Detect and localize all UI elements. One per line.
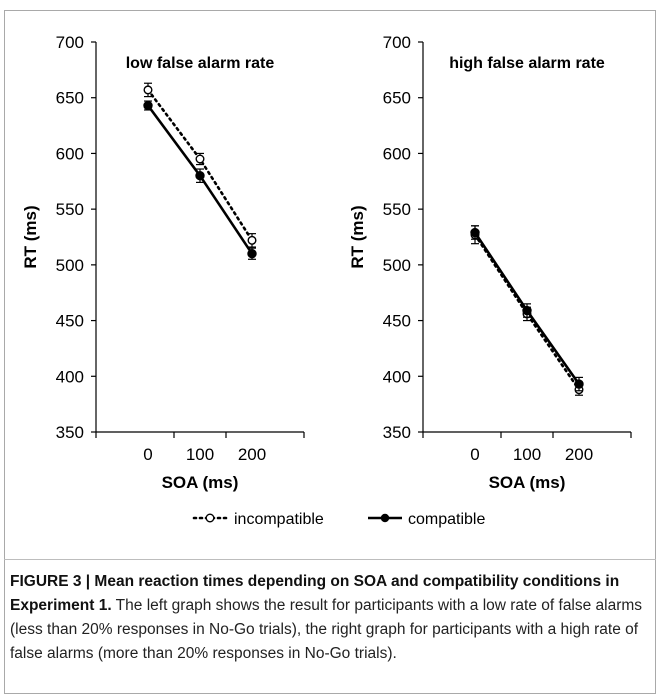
panel-2-y-tick-label: 500 xyxy=(383,256,411,275)
panel-2-compatible-point xyxy=(574,379,584,389)
panel-2-y-tick-label: 450 xyxy=(383,312,411,331)
panel-1-compatible-point xyxy=(195,171,205,181)
figure-caption: FIGURE 3 | Mean reaction times depending… xyxy=(10,570,650,666)
figure-panel xyxy=(4,10,656,694)
panel-2-y-tick-label: 400 xyxy=(383,367,411,386)
panel-2-y-tick-label: 700 xyxy=(383,33,411,52)
chart-figure: 350 400 450 500 550 600 650 700 0 100 200 SOA (ms) R… xyxy=(21,33,632,528)
panel-1-y-tick-label: 400 xyxy=(56,367,84,386)
panel-1-y-axis-title: RT (ms) xyxy=(21,205,40,268)
panel-2-y-tick-label: 600 xyxy=(383,144,411,163)
panel-1-y-tick-label: 450 xyxy=(56,312,84,331)
panel-1-incompatible-point xyxy=(247,235,257,245)
legend-incompatible-label: incompatible xyxy=(234,511,324,528)
panel-1-y-tick-label: 550 xyxy=(56,200,84,219)
panel-2-title: high false alarm rate xyxy=(449,55,605,72)
panel-1-x-tick-label: 100 xyxy=(186,445,214,464)
panel-1-y-tick-label: 600 xyxy=(56,144,84,163)
legend-compatible-label: compatible xyxy=(408,511,485,528)
panel-2-y-tick-label: 350 xyxy=(383,423,411,442)
panel-2-y-axis-title: RT (ms) xyxy=(348,205,367,268)
caption-title: FIGURE 3 | Mean reaction times depending… xyxy=(10,573,620,614)
panel-1-y-tick-label: 500 xyxy=(56,256,84,275)
panel-2-compatible-point xyxy=(470,227,480,238)
caption-text: The left graph shows the result for part… xyxy=(10,597,643,662)
panel-1-x-tick-label: 200 xyxy=(238,445,266,464)
panel-1-title: low false alarm rate xyxy=(126,55,275,72)
panel-2-incompatible-line xyxy=(473,233,581,391)
legend-compatible-marker xyxy=(380,513,390,523)
panel-2-x-tick-label: 0 xyxy=(470,445,479,464)
panel-1-y-tick-label: 350 xyxy=(56,423,84,442)
panel-2-y-tick-label: 550 xyxy=(383,200,411,219)
panel-1-y-tick-label: 700 xyxy=(56,33,84,52)
panel-1-x-axis-title: SOA (ms) xyxy=(162,473,239,492)
panel-2-y-tick-label: 650 xyxy=(383,89,411,108)
panel-1-compatible-point xyxy=(143,100,153,111)
panel-2-x-tick-label: 200 xyxy=(565,445,593,464)
caption-divider xyxy=(4,559,656,560)
panel-1-incompatible-point xyxy=(195,154,205,164)
panel-1-compatible-point xyxy=(247,249,257,259)
panel-2-x-tick-label: 100 xyxy=(513,445,541,464)
panel-2-x-axis-title: SOA (ms) xyxy=(489,473,566,492)
panel-1-x-tick-label: 0 xyxy=(143,445,152,464)
legend-incompatible-marker xyxy=(205,513,215,523)
panel-1-y-tick-label: 650 xyxy=(56,89,84,108)
panel-1-incompatible-point xyxy=(143,85,153,95)
panel-2-compatible-point xyxy=(522,305,532,316)
